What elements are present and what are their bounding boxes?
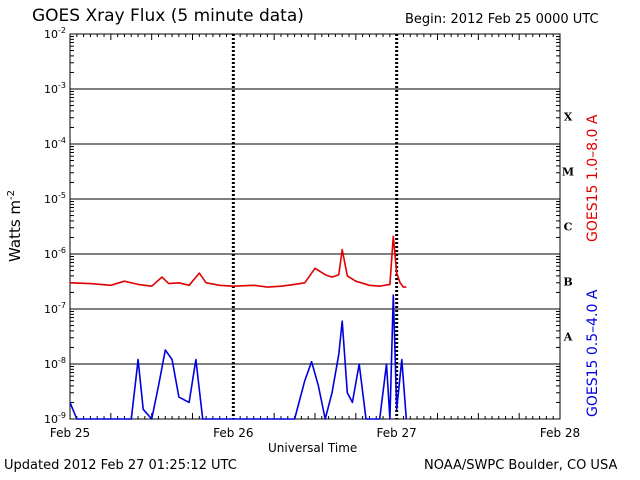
flare-class-label: M xyxy=(562,166,574,179)
y-tick-base: 10 xyxy=(44,303,58,316)
x-tick-label: Feb 27 xyxy=(376,426,416,440)
x-tick-label: Feb 26 xyxy=(213,426,253,440)
y-tick-label: 10-9 xyxy=(44,411,66,426)
plot-frame xyxy=(69,33,561,420)
y-tick-exponent: -8 xyxy=(58,356,66,365)
credit: NOAA/SWPC Boulder, CO USA xyxy=(424,458,618,473)
x-tick-label: Feb 28 xyxy=(540,426,580,440)
y-tick-label: 10-6 xyxy=(44,246,66,261)
y-axis-label: Watts m-2 xyxy=(6,190,24,262)
x-tick-label: Feb 25 xyxy=(50,426,90,440)
y-tick-base: 10 xyxy=(44,138,58,151)
flare-class-label: B xyxy=(563,276,572,289)
updated-time: Updated 2012 Feb 27 01:25:12 UTC xyxy=(4,458,237,473)
y-tick-base: 10 xyxy=(44,358,58,371)
y-tick-exponent: -5 xyxy=(58,191,66,200)
y-tick-label: 10-2 xyxy=(44,26,66,41)
y-tick-exponent: -4 xyxy=(58,136,66,145)
y-axis-label-sup: -2 xyxy=(6,189,17,200)
y-axis-label-text: Watts m xyxy=(6,199,24,262)
x-axis-label: Universal Time xyxy=(268,441,358,455)
y-tick-base: 10 xyxy=(44,193,58,206)
flare-class-label: X xyxy=(564,111,573,124)
y-tick-label: 10-7 xyxy=(44,301,66,316)
series-label-long: GOES15 1.0–8.0 A xyxy=(585,114,601,242)
y-tick-exponent: -7 xyxy=(58,301,66,310)
series-line-long xyxy=(69,235,407,288)
y-tick-label: 10-3 xyxy=(44,81,66,96)
y-tick-base: 10 xyxy=(44,248,58,261)
y-tick-base: 10 xyxy=(44,83,58,96)
y-tick-exponent: -9 xyxy=(58,411,66,420)
y-tick-exponent: -6 xyxy=(58,246,66,255)
series-label-short: GOES15 0.5–4.0 A xyxy=(585,289,601,417)
flare-class-label: A xyxy=(563,331,573,344)
y-tick-base: 10 xyxy=(44,413,58,426)
y-tick-label: 10-8 xyxy=(44,356,66,371)
begin-time: Begin: 2012 Feb 25 0000 UTC xyxy=(405,12,599,27)
y-tick-exponent: -2 xyxy=(58,26,66,35)
flare-class-label: C xyxy=(564,221,573,234)
y-tick-label: 10-4 xyxy=(44,136,66,151)
y-tick-base: 10 xyxy=(44,28,58,41)
y-tick-exponent: -3 xyxy=(58,81,66,90)
chart-title: GOES Xray Flux (5 minute data) xyxy=(32,6,304,26)
y-tick-label: 10-5 xyxy=(44,191,66,206)
series-line-short xyxy=(69,294,408,420)
